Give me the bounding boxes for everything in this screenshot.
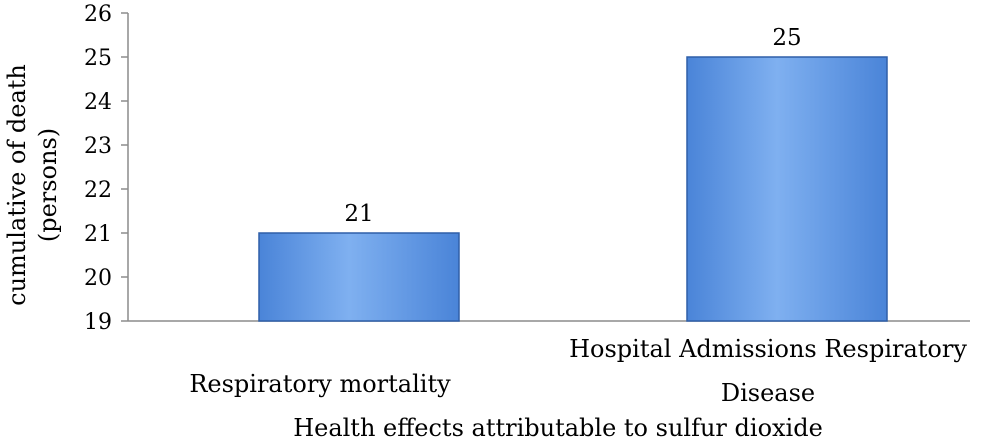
y-tick-label: 23 [84,134,112,159]
y-axis-ticks: 19 20 21 22 23 24 25 26 [84,2,128,335]
y-tick-label: 21 [84,222,112,247]
y-tick-label: 19 [84,310,112,335]
category-labels: Respiratory mortality Hospital Admissions… [189,335,967,407]
category-label: Disease [721,379,815,407]
y-tick-label: 20 [84,266,112,291]
bar [686,56,888,322]
y-tick-label: 26 [84,2,112,27]
data-label: 25 [772,25,801,51]
bar [258,232,460,322]
category-label: Hospital Admissions Respiratory [569,335,967,363]
y-axis-title: cumulative of death (persons) [3,64,62,306]
category-label: Respiratory mortality [189,370,451,398]
bars: 21 25 [258,25,888,322]
x-axis-title: Health effects attributable to sulfur di… [293,414,823,442]
y-tick-label: 25 [84,46,112,71]
data-label: 21 [344,201,373,227]
y-tick-label: 22 [84,178,112,203]
y-axis-title-line: (persons) [34,128,62,242]
y-axis-title-line: cumulative of death [3,64,31,306]
y-tick-label: 24 [84,90,112,115]
